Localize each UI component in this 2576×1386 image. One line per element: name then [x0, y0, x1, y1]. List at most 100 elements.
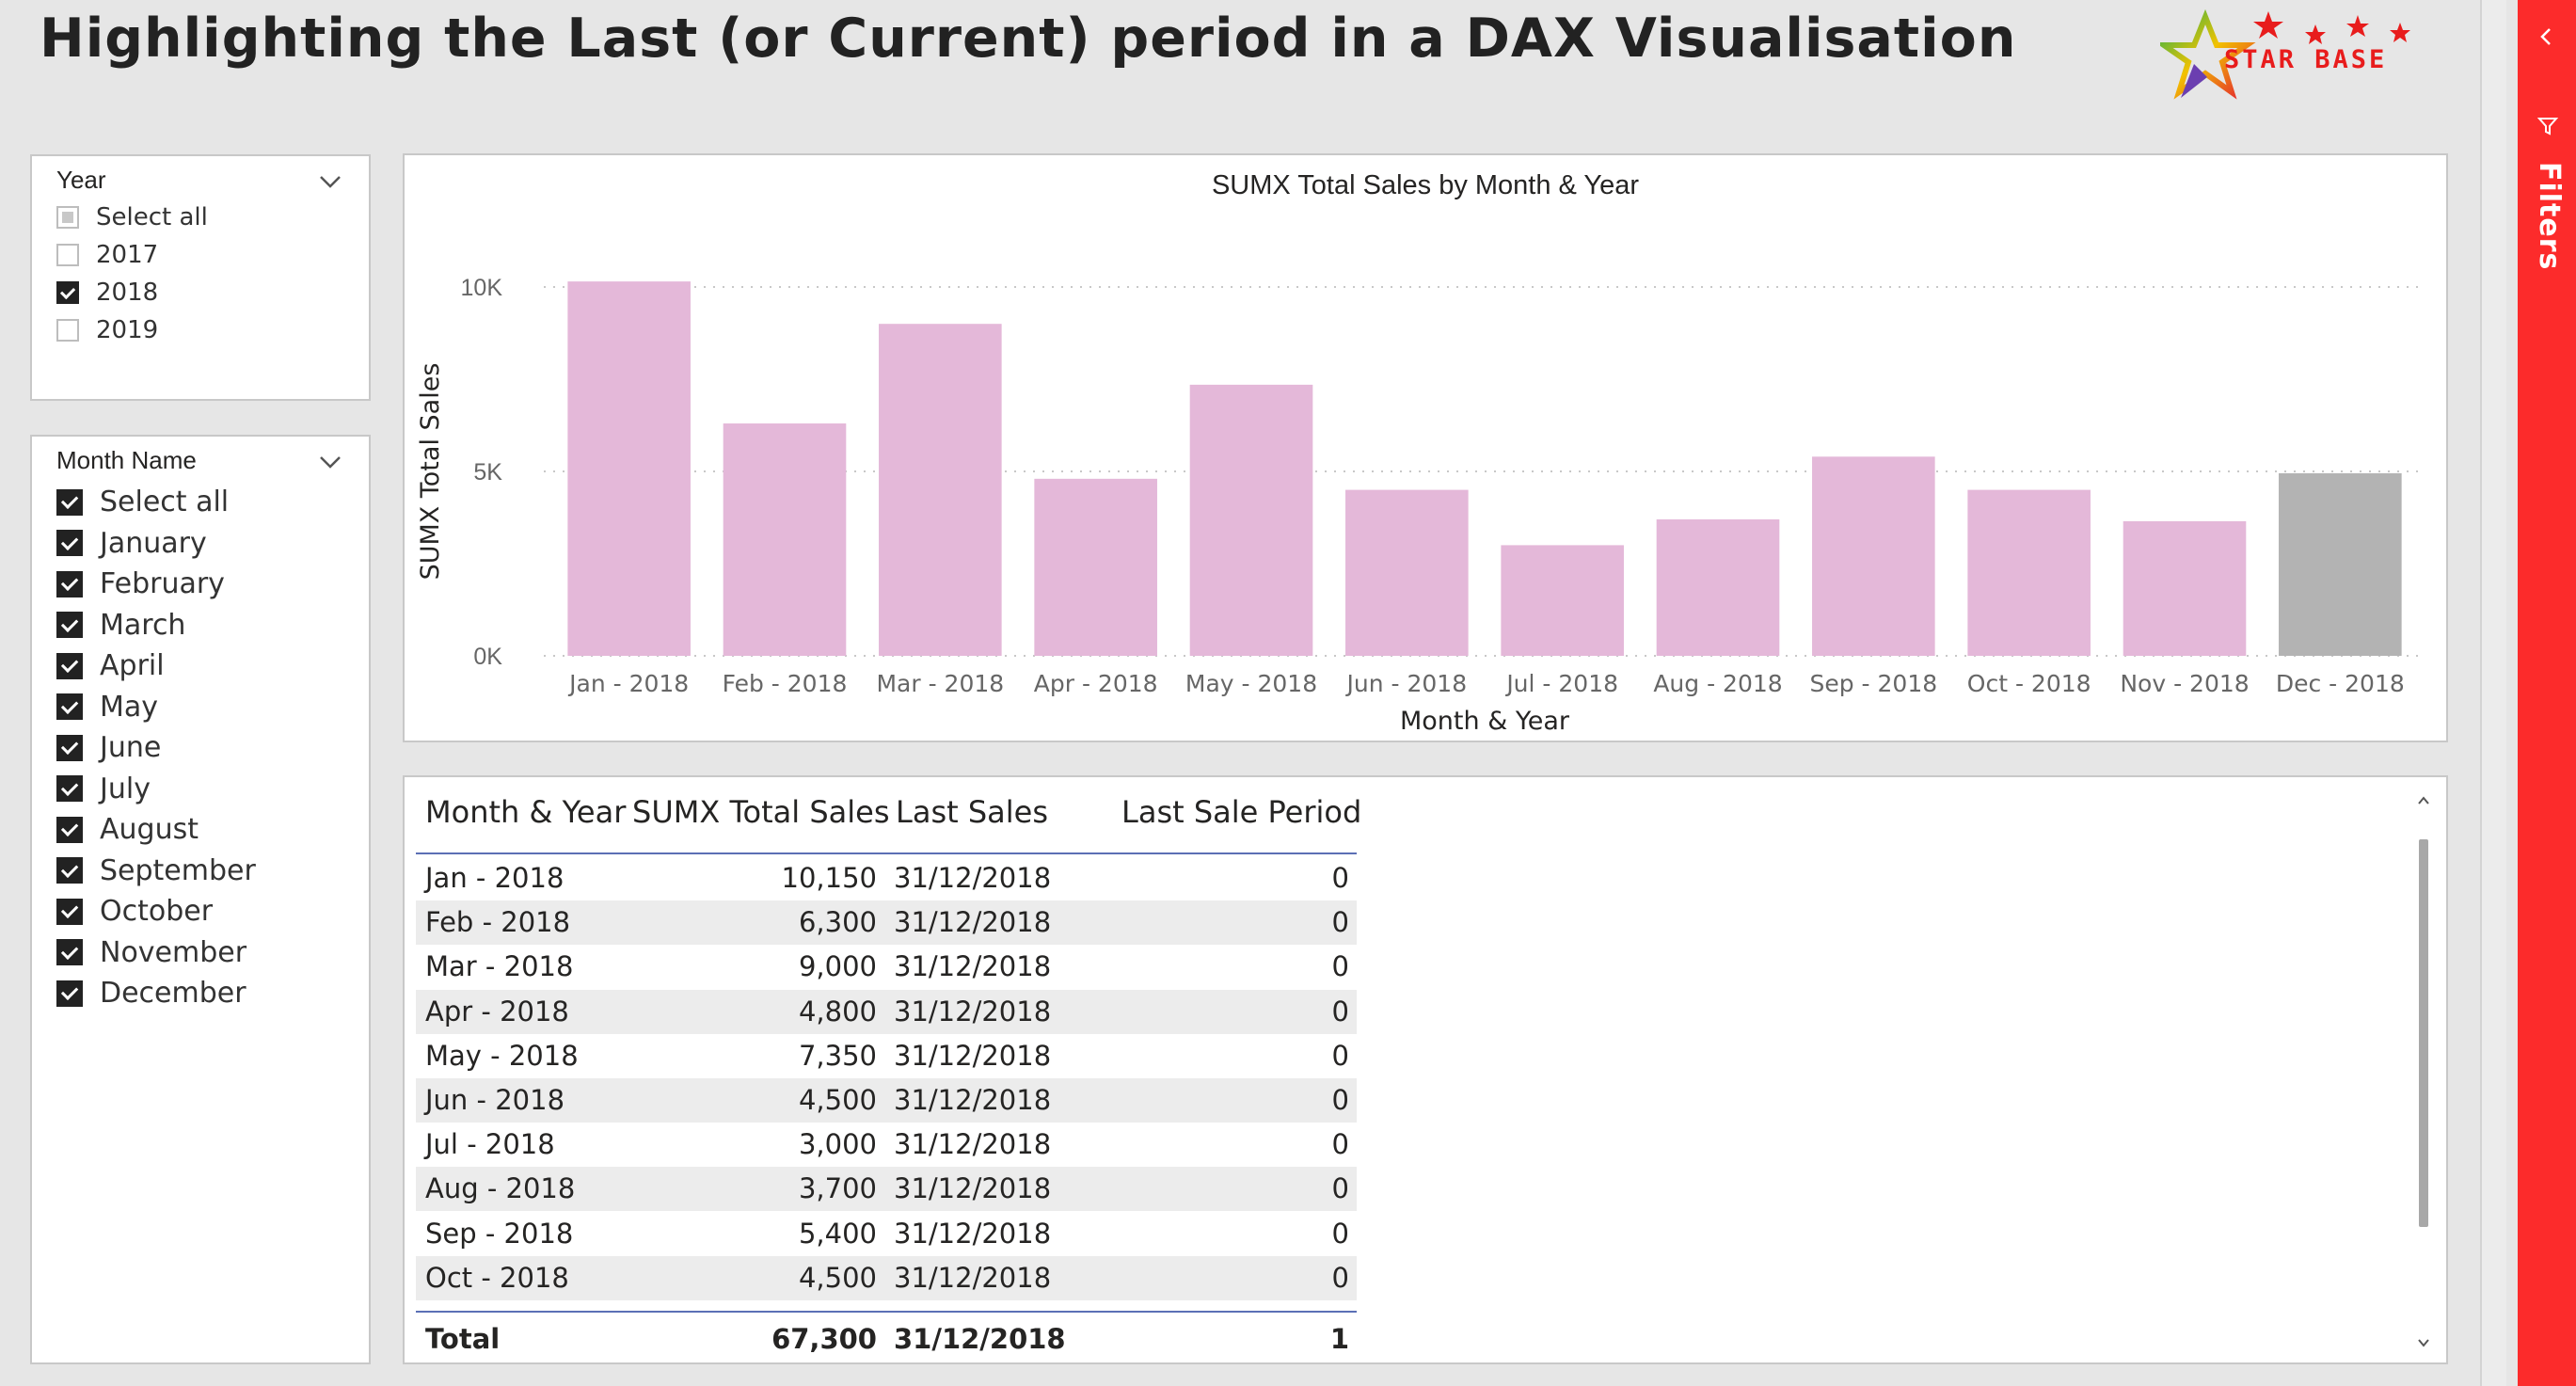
table-cell: 0 [1331, 1261, 1349, 1294]
filter-funnel-icon [2536, 118, 2559, 135]
month-slicer-item[interactable]: December [56, 977, 246, 1010]
month-slicer-item[interactable]: March [56, 609, 185, 642]
bar[interactable] [723, 423, 847, 656]
year-slicer-item[interactable]: 2019 [56, 316, 158, 344]
month-slicer-item-label: October [100, 895, 214, 928]
chart-plot[interactable]: 0K 5K 10K Jan - 2018 Feb - 2018 Mar - 2018 Apr… [405, 155, 2446, 741]
x-tick-label: Dec - 2018 [2276, 670, 2405, 697]
month-slicer-item[interactable]: April [56, 649, 165, 682]
month-slicer-item-label: January [100, 526, 207, 560]
column-header[interactable]: Last Sales [896, 794, 1048, 830]
bar[interactable] [2279, 472, 2402, 656]
bar[interactable] [1345, 489, 1469, 656]
header-rule [416, 852, 1357, 854]
table-row[interactable]: Jan - 2018 10,150 31/12/2018 0 [416, 856, 1357, 900]
bar[interactable] [1034, 478, 1157, 656]
month-slicer-item[interactable]: October [56, 895, 213, 928]
bar[interactable] [567, 281, 691, 656]
checkbox[interactable] [56, 570, 83, 597]
filters-label[interactable]: Filters [2533, 162, 2566, 271]
checkbox[interactable] [56, 244, 79, 266]
sales-table[interactable]: Month & Year SUMX Total Sales Last Sales La… [403, 775, 2448, 1364]
month-slicer-item[interactable]: September [56, 854, 256, 887]
filters-pane[interactable]: Filters [2518, 0, 2576, 1386]
month-slicer: Month Name Select all January February Marc… [30, 435, 371, 1364]
x-axis-label: Month & Year [1400, 707, 1570, 736]
sales-bar-chart[interactable]: SUMX Total Sales by Month & Year 0K 5K 10K… [403, 153, 2448, 742]
bar[interactable] [1967, 489, 2091, 656]
checkbox[interactable] [56, 319, 79, 342]
checkbox[interactable] [56, 734, 83, 761]
checkbox[interactable] [56, 980, 83, 1007]
scroll-down-icon[interactable] [2416, 1336, 2431, 1349]
x-tick-label: Jan - 2018 [567, 670, 689, 697]
chevron-down-icon[interactable] [318, 173, 342, 190]
checkbox[interactable] [56, 488, 83, 516]
table-row[interactable]: May - 2018 7,350 31/12/2018 0 [416, 1034, 1357, 1078]
table-row[interactable]: Jul - 2018 3,000 31/12/2018 0 [416, 1123, 1357, 1167]
x-tick-label: Jul - 2018 [1504, 670, 1618, 697]
table-cell: May - 2018 [425, 1039, 579, 1072]
year-slicer-item[interactable]: 2017 [56, 241, 158, 269]
month-slicer-item[interactable]: August [56, 813, 199, 846]
month-slicer-item[interactable]: June [56, 731, 161, 764]
month-slicer-item[interactable]: July [56, 773, 151, 805]
bar[interactable] [2123, 520, 2247, 656]
checkbox[interactable] [56, 281, 79, 304]
table-cell: Sep - 2018 [425, 1217, 574, 1250]
month-slicer-item[interactable]: Select all [56, 486, 229, 518]
table-cell: Jan - 2018 [425, 862, 564, 894]
table-row[interactable]: Aug - 2018 3,700 31/12/2018 0 [416, 1167, 1357, 1212]
table-cell: 0 [1331, 995, 1349, 1028]
month-slicer-item[interactable]: January [56, 527, 207, 560]
table-cell: Aug - 2018 [425, 1172, 576, 1205]
table-row[interactable]: Jun - 2018 4,500 31/12/2018 0 [416, 1078, 1357, 1123]
table-cell: Oct - 2018 [425, 1261, 569, 1294]
column-header[interactable]: Last Sale Period [1121, 794, 1362, 830]
table-cell: 5,400 [798, 1217, 877, 1250]
report-title: Highlighting the Last (or Current) perio… [40, 8, 2017, 70]
checkbox[interactable] [56, 898, 83, 925]
column-header[interactable]: Month & Year [425, 794, 627, 830]
table-cell: Feb - 2018 [425, 906, 571, 939]
svg-text:STAR BASE: STAR BASE [2224, 45, 2387, 74]
table-cell: 31/12/2018 [894, 995, 1052, 1028]
year-slicer-item-label: 2019 [96, 316, 159, 344]
chevron-down-icon[interactable] [318, 454, 342, 470]
table-row[interactable]: Apr - 2018 4,800 31/12/2018 0 [416, 989, 1357, 1034]
checkbox[interactable] [56, 775, 83, 802]
month-slicer-header[interactable]: Month Name [56, 446, 350, 484]
checkbox[interactable] [56, 652, 83, 679]
table-row[interactable]: Mar - 2018 9,000 31/12/2018 0 [416, 945, 1357, 989]
table-row[interactable]: Oct - 2018 4,500 31/12/2018 0 [416, 1255, 1357, 1300]
scroll-up-icon[interactable] [2416, 794, 2431, 807]
table-cell: 31/12/2018 [894, 1128, 1052, 1161]
bar[interactable] [1189, 384, 1313, 656]
year-slicer-header[interactable]: Year [56, 166, 350, 203]
column-header[interactable]: SUMX Total Sales [632, 794, 890, 830]
table-row[interactable]: Sep - 2018 5,400 31/12/2018 0 [416, 1212, 1357, 1256]
month-slicer-item[interactable]: November [56, 936, 246, 969]
checkbox[interactable] [56, 939, 83, 965]
chevron-left-icon[interactable] [2536, 26, 2557, 47]
x-tick-label: Nov - 2018 [2120, 670, 2249, 697]
month-slicer-item[interactable]: May [56, 691, 158, 724]
bar[interactable] [1656, 518, 1780, 656]
bar[interactable] [1812, 456, 1935, 656]
checkbox[interactable] [56, 857, 83, 884]
month-slicer-item[interactable]: February [56, 567, 225, 600]
table-scrollbar[interactable] [2414, 794, 2433, 1349]
checkbox[interactable] [56, 816, 83, 843]
bar[interactable] [1501, 545, 1624, 656]
table-cell: Jul - 2018 [425, 1128, 555, 1161]
checkbox[interactable] [56, 206, 79, 229]
x-tick-label: Oct - 2018 [1967, 670, 2091, 697]
year-slicer-item[interactable]: 2018 [56, 279, 158, 307]
year-slicer-item[interactable]: Select all [56, 203, 208, 231]
bar[interactable] [879, 324, 1002, 656]
table-row[interactable]: Feb - 2018 6,300 31/12/2018 0 [416, 900, 1357, 946]
checkbox[interactable] [56, 612, 83, 638]
scrollbar-thumb[interactable] [2419, 839, 2428, 1227]
checkbox[interactable] [56, 693, 83, 720]
checkbox[interactable] [56, 530, 83, 556]
